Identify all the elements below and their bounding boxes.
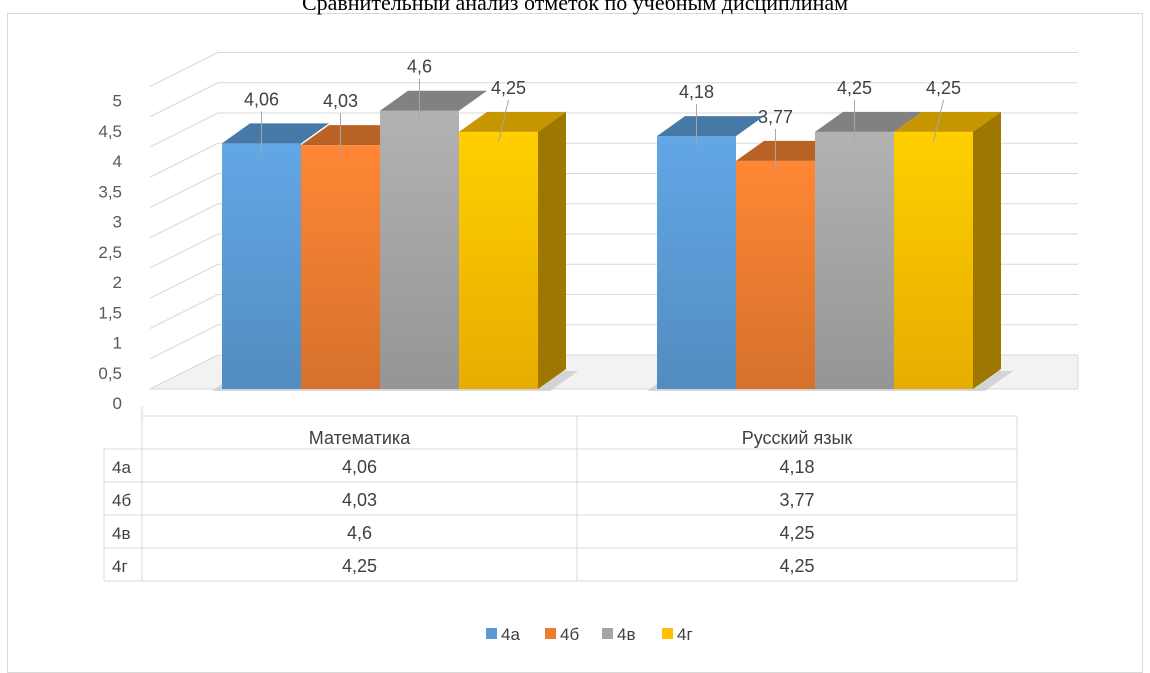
bar-top: [222, 123, 329, 144]
table-cell: 4,25: [779, 556, 814, 576]
bar-front: [301, 145, 380, 389]
gridline-side: [149, 173, 219, 208]
y-tick-label: 0,5: [98, 364, 122, 383]
bar: [736, 140, 843, 389]
table-cell: 4,06: [342, 457, 377, 477]
bar-front: [459, 131, 538, 389]
data-label: 4,25: [926, 78, 961, 98]
table-row-label: 4в: [112, 524, 131, 543]
y-tick-label: 3: [113, 213, 122, 232]
gridline-side: [149, 263, 219, 299]
y-axis: 0 0,5 1 1,5 2 2,5 3 3,5 4 4,5 5: [98, 92, 122, 414]
bar: [459, 111, 566, 389]
gridline-side: [149, 294, 219, 329]
gridline-side: [149, 142, 219, 178]
y-tick-label: 0: [113, 394, 122, 413]
bar-top: [459, 111, 566, 132]
bar-top: [657, 116, 764, 137]
gridline-side: [149, 82, 219, 118]
table-cell: 4,03: [342, 490, 377, 510]
legend-label: 4в: [617, 625, 636, 644]
bar-front: [380, 110, 459, 389]
y-tick-label: 3,5: [98, 182, 122, 201]
gridline-side: [149, 52, 219, 87]
data-label: 4,18: [679, 82, 714, 102]
table-header-cell: Математика: [309, 428, 411, 448]
table-cell: 3,77: [779, 490, 814, 510]
legend-label: 4г: [677, 625, 693, 644]
data-labels: 4,06 4,03 4,6 4,25 4,18 3,77 4,25 4,25: [244, 57, 961, 171]
bar: [222, 123, 329, 389]
table-cell: 4,25: [342, 556, 377, 576]
legend-label: 4а: [501, 625, 520, 644]
bar: [815, 111, 922, 389]
data-table: Математика Русский язык 4а 4,06 4,18 4б 4,03 3,…: [103, 406, 1018, 582]
data-label: 4,06: [244, 89, 279, 109]
gridline-side: [149, 324, 219, 360]
bar: [380, 90, 487, 389]
y-tick-label: 2,5: [98, 243, 122, 262]
gridline-side: [149, 203, 219, 239]
table-row-label: 4г: [112, 557, 128, 576]
chart-title: Сравнительный анализ отметок по учебным …: [301, 0, 849, 15]
y-tick-label: 1,5: [98, 303, 122, 322]
bar-front: [736, 160, 815, 389]
table-cell: 4,18: [779, 457, 814, 477]
y-tick-label: 2: [113, 273, 122, 292]
legend-swatch: [662, 628, 673, 639]
data-label: 4,25: [837, 78, 872, 98]
data-label: 4,6: [407, 57, 432, 77]
bar-front: [894, 131, 973, 389]
bars: [212, 90, 1013, 391]
leader-line: [933, 99, 944, 142]
bar-top: [815, 111, 922, 132]
bar-side: [538, 111, 566, 389]
y-tick-label: 4,5: [98, 122, 122, 141]
legend: 4а 4б 4в 4г: [486, 625, 693, 644]
bar: [657, 116, 764, 389]
y-tick-label: 5: [113, 92, 122, 111]
legend-swatch: [545, 628, 556, 639]
bar-top: [380, 90, 487, 111]
table-header-cell: Русский язык: [742, 428, 853, 448]
gridline-side: [149, 233, 219, 269]
table-cell: 4,25: [779, 523, 814, 543]
data-label: 3,77: [758, 107, 793, 127]
y-tick-label: 1: [113, 334, 122, 353]
legend-swatch: [486, 628, 497, 639]
bar-side: [973, 111, 1001, 389]
bar-top: [894, 111, 1001, 132]
table-row-label: 4б: [112, 491, 131, 510]
data-label: 4,03: [323, 91, 358, 111]
legend-swatch: [602, 628, 613, 639]
bar-front: [222, 143, 301, 389]
leader-line: [498, 99, 509, 142]
table-row-label: 4а: [112, 458, 131, 477]
bar: [894, 111, 1001, 389]
data-label: 4,25: [491, 78, 526, 98]
bar-front: [815, 131, 894, 389]
bar-front: [657, 136, 736, 389]
gridline-side: [149, 112, 219, 148]
table-cell: 4,6: [347, 523, 372, 543]
y-tick-label: 4: [113, 152, 122, 171]
legend-label: 4б: [560, 625, 579, 644]
